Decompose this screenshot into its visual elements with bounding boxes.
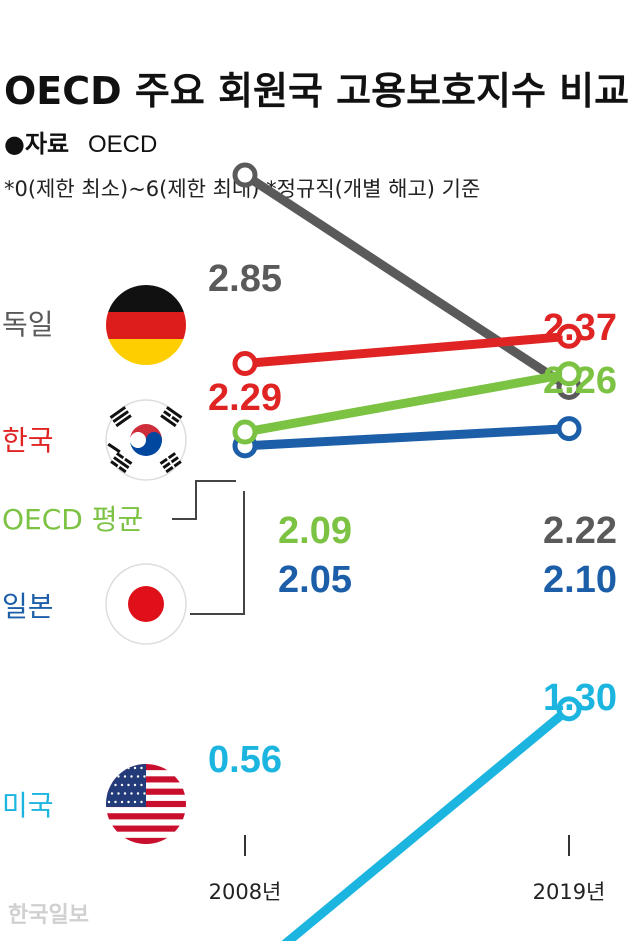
japan-point-1 [556,416,582,442]
source-label: ●자료 [4,130,69,158]
japan-connector [190,491,245,615]
korea-point-0 [232,351,258,377]
germany-series-line [240,170,574,392]
watermark: 한국일보 [8,903,89,928]
korea-series-name: 한국 [2,424,54,457]
korea-value-label-1: 2.37 [543,307,617,349]
germany-series-name: 독일 [2,308,54,341]
oecd-series-name: OECD 평균 [2,503,143,536]
japan-flag-icon [105,563,187,645]
oecd-point-1 [556,361,582,387]
oecd-value-label-1: 2.26 [543,360,617,402]
korea-series-line [240,331,574,369]
x-tick-label-2019: 2019년 [533,880,606,904]
germany-value-label-0: 2.85 [208,258,282,300]
korea-point-1 [556,323,582,349]
chart-title: OECD 주요 회원국 고용보호지수 비교 [4,69,629,113]
usa-series-line [281,704,574,941]
oecd-series-line [240,369,574,437]
germany-point-0 [232,162,258,188]
oecd-point-0 [232,419,258,445]
usa-value-label-0: 0.56 [208,739,282,781]
usa-series-name: 미국 [2,789,54,822]
korea-value-label-0: 2.29 [208,377,282,419]
usa-point-1 [556,696,582,722]
japan-series-line [240,424,574,451]
germany-value-label-1: 2.22 [543,510,617,552]
japan-series-name: 일본 [2,590,54,623]
oecd-connector [172,480,236,520]
usa-value-label-1: 1.30 [543,677,617,719]
japan-value-label-1: 2.10 [543,559,617,601]
germany-flag-icon [106,285,186,365]
japan-value-label-0: 2.05 [278,559,352,601]
korea-flag-icon [105,399,187,481]
usa-flag-icon [106,764,186,844]
x-tick-label-2008: 2008년 [209,880,282,904]
source-value: OECD [88,131,157,158]
oecd-value-label-0: 2.09 [278,510,352,552]
